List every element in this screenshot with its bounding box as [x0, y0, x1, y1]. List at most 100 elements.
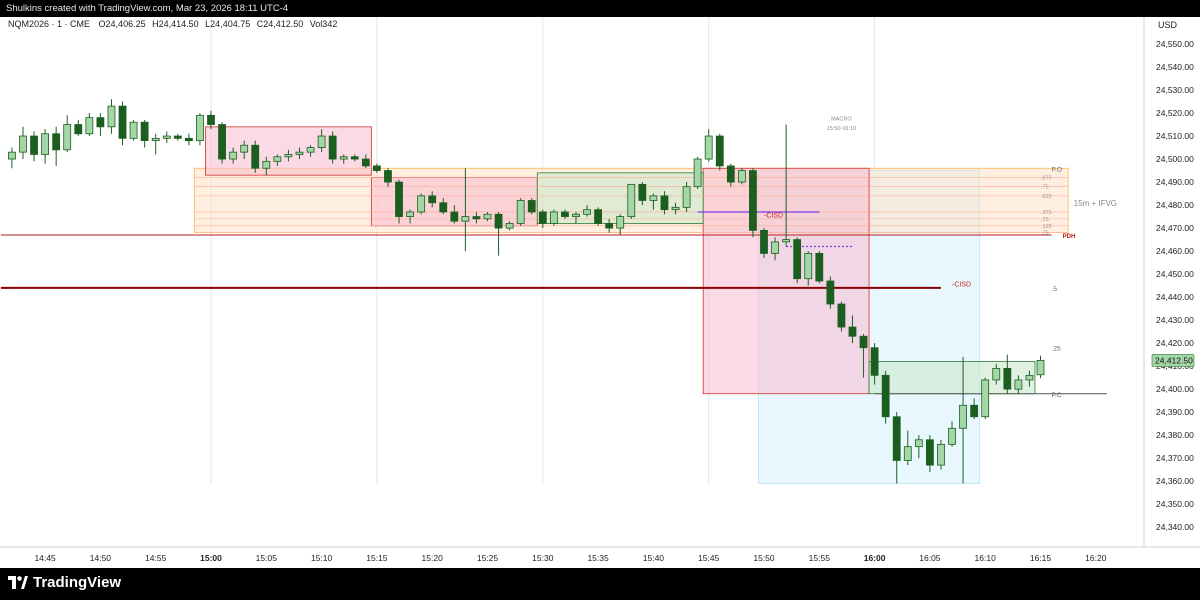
price-tick-label: 24,380.00	[1156, 430, 1194, 440]
candle-up	[417, 195, 426, 213]
candle-up	[572, 213, 580, 217]
annotation-label: PDH	[1063, 234, 1076, 240]
candle-down	[350, 156, 359, 160]
candle-up	[649, 195, 658, 201]
last-price-tag	[1151, 354, 1195, 367]
candle-up	[682, 186, 691, 208]
legend-volume: Vol342	[310, 19, 338, 29]
annotation-label: -CISD	[764, 212, 783, 219]
candle-up	[903, 446, 912, 461]
annotation-label: .25	[1052, 346, 1061, 353]
time-tick-label: 15:40	[643, 553, 665, 563]
candle-down	[859, 335, 868, 349]
candle-down	[749, 170, 757, 231]
annotation-label: 15m + IFVG	[1074, 199, 1117, 208]
candle-up	[240, 144, 249, 153]
candle-up	[914, 439, 923, 448]
candle-up	[937, 443, 945, 466]
price-axis[interactable]: 24,550.00 24,540.00 24,530.00 24,520.00 24,5…	[1151, 39, 1195, 532]
tradingview-brand[interactable]: TradingView	[8, 574, 121, 591]
candle-up	[704, 135, 713, 160]
candle-down	[837, 303, 846, 328]
candle-up	[671, 206, 680, 211]
candle-up	[284, 154, 293, 158]
candle-down	[1003, 368, 1012, 390]
price-tick-label: 24,480.00	[1156, 200, 1194, 210]
candle-down	[52, 133, 61, 151]
tradingview-logo-icon	[8, 576, 28, 589]
candle-down	[384, 170, 392, 183]
price-tick-label: 24,360.00	[1156, 476, 1194, 486]
time-tick-label: 15:00	[200, 553, 222, 563]
time-tick-label: 14:50	[90, 553, 112, 563]
candle-up	[8, 151, 16, 160]
candle-up	[981, 379, 990, 418]
candle-up	[406, 211, 414, 217]
candle-up	[273, 156, 282, 162]
candlestick-chart[interactable]: .875.75.625.375.25.125.75 MACRO15:50-16:…	[0, 17, 1200, 568]
candle-up	[1036, 359, 1045, 376]
candle-up	[196, 114, 204, 142]
annotations: MACRO 15:50-16:10 15m + IFVG PDH -CISD -CISD.…	[764, 117, 1117, 399]
candle-down	[527, 200, 536, 213]
candle-down	[494, 213, 503, 229]
time-tick-label: 14:45	[34, 553, 56, 563]
candle-up	[505, 223, 514, 229]
candle-down	[926, 439, 934, 466]
candle-up	[959, 404, 967, 429]
candle-down	[361, 158, 370, 167]
brand-name: TradingView	[33, 574, 122, 591]
price-tick-label: 24,460.00	[1156, 246, 1194, 256]
candle-down	[760, 229, 768, 254]
candle-down	[793, 239, 802, 280]
legend-low: L24,404.75	[205, 19, 250, 29]
candle-up	[162, 135, 171, 139]
candle-down	[439, 202, 448, 213]
annotation-label: -CISD	[952, 281, 971, 288]
last-price-label: 24,412.50	[1155, 355, 1193, 365]
price-tick-label: 24,400.00	[1156, 384, 1194, 394]
chart-area[interactable]: .875.75.625.375.25.125.75 MACRO 15:50-16:…	[0, 17, 1200, 568]
time-tick-label: 15:30	[532, 553, 554, 563]
candle-down	[395, 181, 403, 217]
candle-down	[74, 124, 83, 135]
candle-up	[85, 117, 94, 135]
footer-bar: TradingView	[0, 568, 1200, 600]
candle-up	[229, 151, 238, 160]
candle-down	[561, 211, 569, 217]
candle-up	[483, 213, 492, 220]
candle-down	[30, 135, 38, 155]
candle-up	[1014, 379, 1023, 390]
price-tick-label: 24,550.00	[1156, 39, 1194, 49]
time-tick-label: 15:35	[587, 553, 609, 563]
currency-label: USD	[1158, 20, 1178, 30]
candle-up	[616, 216, 625, 229]
candle-down	[118, 105, 127, 139]
candle-down	[848, 326, 857, 337]
legend-symbol: NQM2026 · 1 · CME	[8, 19, 90, 29]
candle-down	[594, 209, 602, 224]
candle-down	[372, 165, 381, 171]
candle-down	[815, 252, 824, 282]
candle-down	[184, 137, 193, 142]
legend-open: O24,406.25	[99, 19, 146, 29]
price-tick-label: 24,340.00	[1156, 522, 1194, 532]
annotation-label: P.O	[1052, 166, 1062, 173]
fib-label: .25	[1041, 217, 1049, 223]
candle-down	[428, 195, 437, 204]
time-axis[interactable]: 14:45 14:50 14:55 15:00 15:05 15:10 15:15 15:20…	[34, 553, 1106, 563]
time-tick-label: 15:25	[477, 553, 499, 563]
candle-down	[970, 404, 979, 418]
time-tick-label: 16:20	[1085, 553, 1107, 563]
fib-label: .625	[1041, 194, 1052, 200]
price-tick-label: 24,510.00	[1156, 131, 1194, 141]
candle-down	[472, 216, 481, 220]
credit-text: Shulkins created with TradingView.com, M…	[6, 3, 289, 14]
candle-up	[516, 200, 525, 224]
candle-down	[538, 211, 547, 224]
price-tick-label: 24,540.00	[1156, 62, 1194, 72]
candle-up	[693, 158, 702, 188]
candle-up	[583, 209, 591, 215]
candle-up	[1025, 374, 1034, 381]
annotation-label: MACRO	[831, 117, 852, 123]
